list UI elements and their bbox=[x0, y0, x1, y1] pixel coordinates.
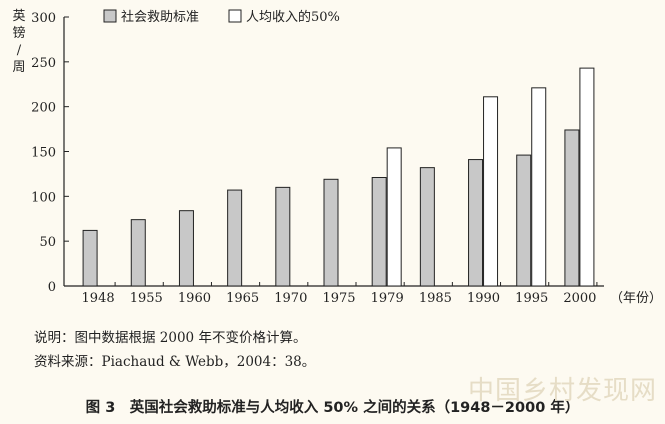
y-axis-label-char: 镑 bbox=[12, 25, 25, 41]
y-tick-label: 50 bbox=[39, 235, 56, 250]
watermark: 中国乡村发现网 bbox=[467, 376, 657, 406]
bar-social-assistance bbox=[564, 129, 580, 287]
y-tick-label: 200 bbox=[31, 101, 56, 116]
y-ticks: 0 50 100 150 200 250 300 bbox=[31, 11, 69, 295]
bar-social-assistance bbox=[178, 210, 194, 287]
y-axis-label: 英镑 / 周 bbox=[12, 9, 25, 75]
x-tick-label: 1960 bbox=[178, 291, 211, 306]
bar-social-assistance bbox=[82, 229, 98, 287]
figure-caption: 图 3 英国社会救助标准与人均收入 50% 之间的关系（1948－2000 年） bbox=[85, 400, 580, 416]
x-tick-label: 1979 bbox=[371, 291, 404, 306]
source-note: 资料来源：Piachaud & Webb，2004：38。 bbox=[34, 354, 316, 370]
y-axis-label-char: 英 bbox=[12, 9, 25, 24]
y-axis-label-char: 周 bbox=[12, 60, 25, 75]
chart-note: 说明：图中数据根据 2000 年不变价格计算。 bbox=[34, 330, 307, 346]
bar-social-assistance bbox=[227, 189, 243, 287]
bar-social-assistance bbox=[468, 159, 484, 287]
legend-swatch bbox=[103, 9, 117, 23]
bar-social-assistance bbox=[371, 177, 387, 287]
bar-social-assistance bbox=[130, 219, 146, 287]
bar-half-income bbox=[531, 87, 547, 287]
x-tick-label: 1970 bbox=[274, 291, 307, 306]
y-tick-label: 150 bbox=[31, 146, 56, 161]
bar-social-assistance bbox=[275, 186, 291, 287]
bar-half-income bbox=[483, 96, 499, 287]
legend-label: 人均收入的50% bbox=[246, 9, 340, 25]
y-tick-label: 0 bbox=[48, 280, 56, 295]
y-tick-label: 300 bbox=[31, 11, 56, 26]
y-axis-label-char: / bbox=[17, 43, 22, 58]
x-tick-label: 1985 bbox=[419, 291, 452, 306]
bar-chart: 英镑 / 周 0 50 100 150 200 250 300 1948 1955 1960 1965… bbox=[12, 9, 662, 306]
x-tick-label: 1955 bbox=[130, 291, 163, 306]
bar-half-income bbox=[579, 67, 595, 287]
x-tick-label: 2000 bbox=[563, 291, 596, 306]
x-tick-label: 1995 bbox=[515, 291, 548, 306]
legend: 社会救助标准 人均收入的50% bbox=[103, 9, 340, 25]
y-tick-label: 250 bbox=[31, 56, 56, 71]
bar-half-income bbox=[386, 147, 402, 287]
bar-social-assistance bbox=[419, 167, 435, 287]
x-tick-label: 1990 bbox=[467, 291, 500, 306]
legend-label: 社会救助标准 bbox=[121, 9, 199, 25]
x-tick-label: 1975 bbox=[322, 291, 355, 306]
x-tick-label: 1965 bbox=[226, 291, 259, 306]
bars bbox=[82, 67, 595, 287]
bar-social-assistance bbox=[323, 178, 339, 287]
x-axis-unit: （年份） bbox=[610, 291, 662, 306]
x-tick-label: 1948 bbox=[82, 291, 115, 306]
bar-social-assistance bbox=[516, 154, 532, 287]
y-tick-label: 100 bbox=[31, 190, 56, 205]
legend-swatch bbox=[228, 9, 242, 23]
x-ticks: 1948 1955 1960 1965 1970 1975 1979 1985 1990 1995… bbox=[82, 282, 662, 306]
